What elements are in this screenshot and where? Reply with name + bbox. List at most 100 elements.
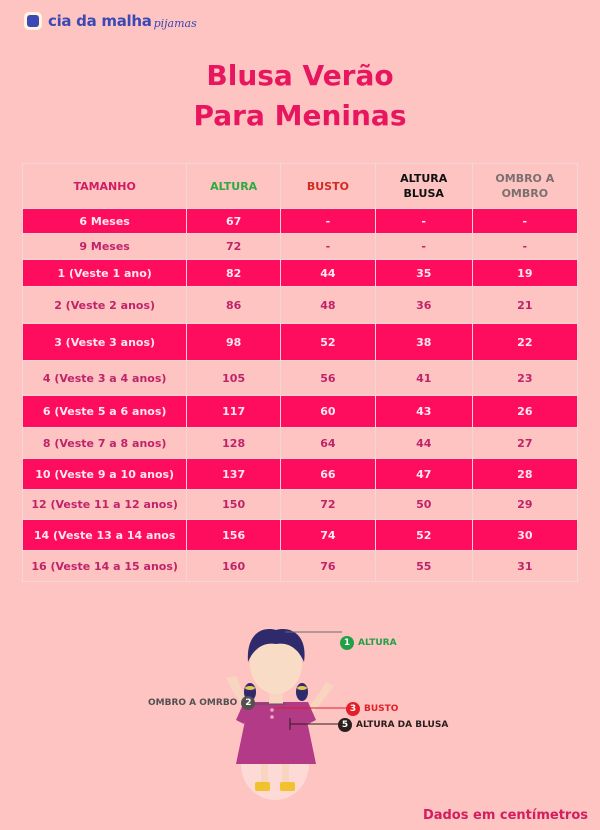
cell-altura: 128 [186,427,281,459]
cell-size: 6 Meses [21,208,188,234]
cell-busto: 74 [280,519,376,551]
cell-size: 14 (Veste 13 a 14 anos [21,519,188,551]
size-chart-table: TAMANHO ALTURA BUSTO ALTURA BLUSA OMBRO … [21,163,579,582]
cell-busto: 44 [280,259,376,287]
cell-busto: 66 [280,458,376,490]
table-row: 12 (Veste 11 a 12 anos) 150 72 50 29 [21,489,579,520]
table-row: 2 (Veste 2 anos) 86 48 36 21 [21,286,579,324]
cell-ombro: 21 [471,286,579,324]
cell-altura: 156 [186,519,281,551]
table-row: 9 Meses 72 - - - [21,233,579,260]
cell-ombro: 30 [471,519,579,551]
cell-size: 9 Meses [21,233,188,260]
cell-ombro: 27 [471,427,579,459]
cell-ombro: 19 [471,259,579,287]
label-text: ALTURA [358,638,397,648]
table-row: 16 (Veste 14 a 15 anos) 160 76 55 31 [21,550,579,582]
cell-ombro: 22 [471,323,579,361]
cell-busto: 64 [280,427,376,459]
table-row: 6 (Veste 5 a 6 anos) 117 60 43 26 [21,395,579,428]
brand-suffix: pijamas [153,16,197,30]
cell-size: 2 (Veste 2 anos) [21,286,188,324]
girl-figure-icon [226,629,358,800]
table-row: 3 (Veste 3 anos) 98 52 38 22 [21,323,579,361]
cell-altura-blusa: 38 [374,323,473,361]
label-text: ALTURA DA BLUSA [356,720,449,730]
number-badge: 1 [340,636,354,650]
label-altura: 1 ALTURA [340,636,397,650]
cell-altura: 67 [186,208,281,234]
cell-busto: 60 [280,395,376,428]
cell-altura-blusa: 44 [374,427,473,459]
header-busto: BUSTO [280,163,376,209]
header-altura-blusa: ALTURA BLUSA [374,163,473,209]
cell-altura-blusa: 47 [374,458,473,490]
cell-altura: 117 [186,395,281,428]
cell-ombro: 29 [471,489,579,520]
cell-size: 4 (Veste 3 a 4 anos) [21,360,188,396]
cell-size: 10 (Veste 9 a 10 anos) [21,458,188,490]
units-note: Dados em centímetros [422,808,588,823]
cell-busto: 56 [280,360,376,396]
cell-size: 8 (Veste 7 a 8 anos) [21,427,188,459]
cell-altura-blusa: 35 [374,259,473,287]
page-title: Blusa Verão Para Meninas [0,56,600,136]
cell-busto: 76 [280,550,376,582]
cell-altura-blusa: 43 [374,395,473,428]
title-line-1: Blusa Verão [206,59,394,92]
cell-busto: 72 [280,489,376,520]
cell-altura-blusa: - [374,233,473,260]
table-row: 14 (Veste 13 a 14 anos 156 74 52 30 [21,519,579,551]
label-altura-da-blusa: 5 ALTURA DA BLUSA [338,718,448,732]
cell-altura: 160 [186,550,281,582]
cell-altura-blusa: 41 [374,360,473,396]
cell-altura: 98 [186,323,281,361]
table-row: 8 (Veste 7 a 8 anos) 128 64 44 27 [21,427,579,459]
cell-altura: 72 [186,233,281,260]
table-row: 4 (Veste 3 a 4 anos) 105 56 41 23 [21,360,579,396]
cell-altura: 137 [186,458,281,490]
cell-busto: - [280,233,376,260]
cell-altura: 86 [186,286,281,324]
cell-altura: 150 [186,489,281,520]
cell-altura-blusa: 52 [374,519,473,551]
label-text: BUSTO [364,704,399,714]
title-line-2: Para Meninas [193,99,407,132]
table-row: 6 Meses 67 - - - [21,208,579,234]
table-row: 1 (Veste 1 ano) 82 44 35 19 [21,259,579,287]
cell-size: 12 (Veste 11 a 12 anos) [21,489,188,520]
table-header-row: TAMANHO ALTURA BUSTO ALTURA BLUSA OMBRO … [21,163,579,209]
header-altura: ALTURA [186,163,281,209]
measurement-illustration: 1 ALTURA 2 OMBRO A OMRBO 3 BUSTO 5 ALTUR… [140,604,460,800]
brand-logo: cia da malha pijamas [24,12,197,30]
label-text: OMBRO A OMRBO [148,698,238,708]
label-ombro-a-ombro: 2 OMBRO A OMRBO [148,696,256,710]
header-ombro-a-ombro: OMBRO A OMBRO [471,163,579,209]
cell-ombro: 31 [471,550,579,582]
number-badge: 5 [338,718,352,732]
cell-altura: 105 [186,360,281,396]
cell-ombro: 26 [471,395,579,428]
number-badge: 2 [241,696,256,710]
cell-busto: 52 [280,323,376,361]
cell-ombro: - [471,208,579,234]
cell-altura-blusa: 36 [374,286,473,324]
cell-altura-blusa: 55 [374,550,473,582]
cell-size: 6 (Veste 5 a 6 anos) [21,395,188,428]
cell-busto: - [280,208,376,234]
brand-name: cia da malha [48,12,152,30]
cell-ombro: 28 [471,458,579,490]
cell-altura-blusa: 50 [374,489,473,520]
cell-ombro: 23 [471,360,579,396]
cell-size: 16 (Veste 14 a 15 anos) [21,550,188,582]
cell-size: 3 (Veste 3 anos) [21,323,188,361]
label-busto: 3 BUSTO [346,702,398,716]
brand-icon [24,12,42,30]
cell-busto: 48 [280,286,376,324]
header-tamanho: TAMANHO [21,163,188,209]
cell-size: 1 (Veste 1 ano) [21,259,188,287]
cell-ombro: - [471,233,579,260]
number-badge: 3 [346,702,360,716]
table-row: 10 (Veste 9 a 10 anos) 137 66 47 28 [21,458,579,490]
cell-altura-blusa: - [374,208,473,234]
